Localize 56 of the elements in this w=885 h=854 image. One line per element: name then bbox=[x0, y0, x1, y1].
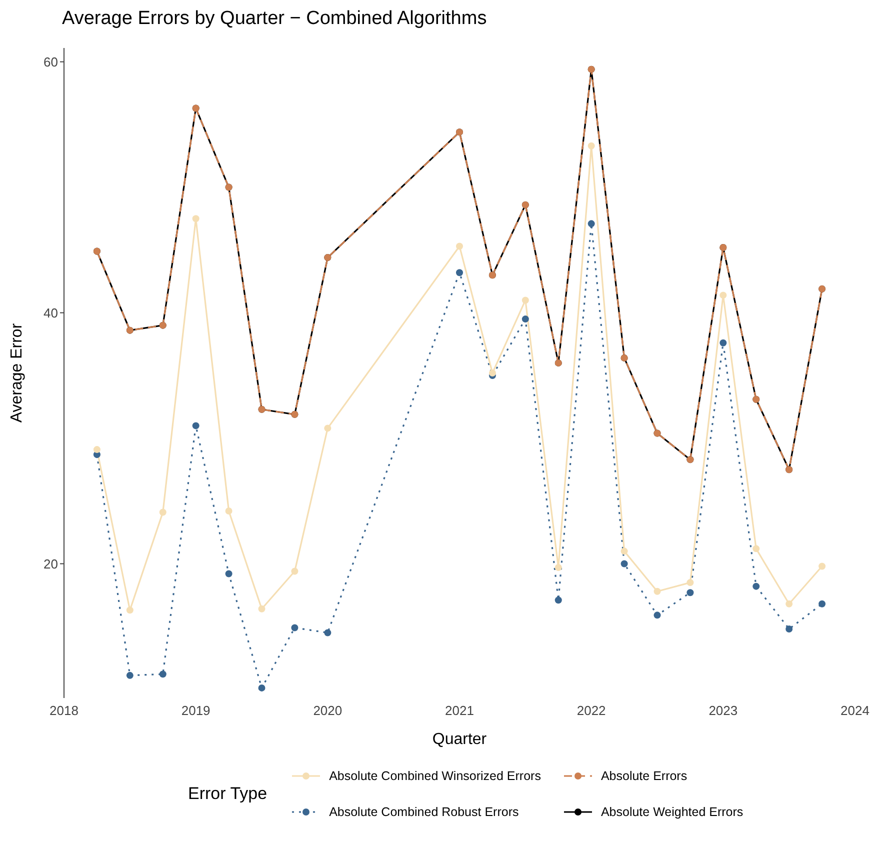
y-tick-label: 40 bbox=[44, 305, 58, 320]
x-tick-label: 2023 bbox=[708, 703, 738, 718]
legend-label: Absolute Combined Winsorized Errors bbox=[329, 769, 541, 783]
point bbox=[93, 446, 100, 454]
point bbox=[324, 424, 332, 432]
point bbox=[686, 579, 694, 586]
point bbox=[620, 560, 628, 568]
x-tick-label: 2021 bbox=[445, 703, 474, 718]
y-tick-label: 20 bbox=[44, 556, 58, 572]
x-tick-label: 2019 bbox=[181, 703, 210, 718]
point bbox=[159, 508, 166, 516]
x-tick-label: 2020 bbox=[313, 703, 342, 718]
point bbox=[192, 215, 200, 222]
point bbox=[522, 296, 529, 304]
point bbox=[752, 582, 760, 590]
point bbox=[225, 570, 232, 578]
point bbox=[126, 606, 134, 614]
point bbox=[686, 589, 694, 596]
point bbox=[588, 220, 595, 228]
y-axis-title: Average Error bbox=[8, 322, 26, 423]
legend-title: Error Type bbox=[188, 784, 268, 804]
point bbox=[291, 568, 298, 575]
chart-title: Average Errors by Quarter − Combined Algorithms bbox=[62, 8, 488, 31]
legend-label: Absolute Weighted Errors bbox=[600, 805, 744, 819]
point bbox=[786, 625, 793, 632]
x-tick-label: 2022 bbox=[576, 703, 606, 718]
point bbox=[818, 562, 826, 570]
x-axis-title: Quarter bbox=[432, 731, 488, 748]
point bbox=[654, 612, 661, 619]
point bbox=[192, 422, 200, 430]
point bbox=[456, 242, 463, 250]
legend-label: Absolute Combined Robust Errors bbox=[329, 805, 519, 819]
point bbox=[324, 629, 332, 636]
point bbox=[456, 269, 463, 276]
point bbox=[258, 684, 266, 692]
point bbox=[126, 672, 134, 679]
point bbox=[620, 548, 628, 555]
point bbox=[554, 596, 562, 604]
point bbox=[291, 624, 298, 632]
point bbox=[488, 370, 496, 376]
point bbox=[554, 564, 562, 571]
point bbox=[720, 339, 727, 346]
legend-label: Absolute Errors bbox=[600, 769, 688, 783]
point bbox=[818, 600, 826, 608]
point bbox=[225, 508, 232, 515]
point bbox=[258, 605, 266, 612]
point bbox=[752, 545, 760, 552]
point bbox=[588, 142, 595, 150]
y-tick-label: 60 bbox=[44, 54, 58, 70]
point bbox=[720, 292, 727, 299]
x-tick-label: 2024 bbox=[840, 703, 870, 718]
point bbox=[522, 316, 529, 323]
point bbox=[786, 600, 793, 608]
point bbox=[654, 588, 661, 595]
point bbox=[159, 670, 166, 678]
x-tick-label: 2018 bbox=[50, 703, 78, 718]
